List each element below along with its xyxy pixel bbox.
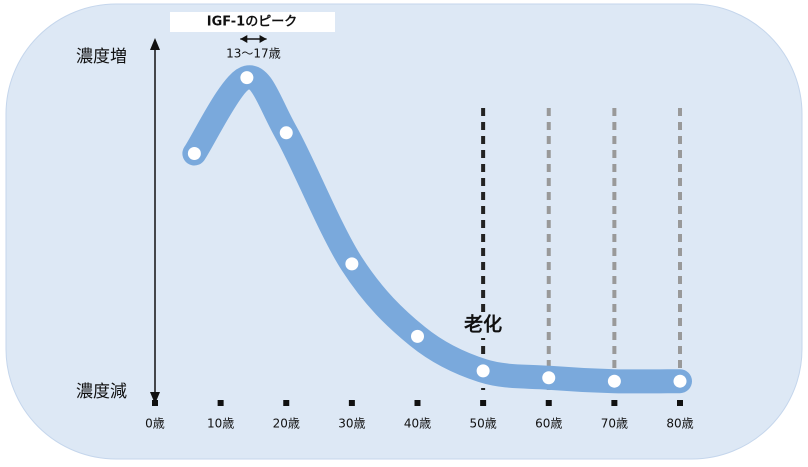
- x-tick: [283, 400, 290, 406]
- x-tick-label: 60歳: [535, 417, 562, 431]
- x-tick-label: 0歳: [145, 417, 165, 431]
- data-point: [240, 71, 254, 85]
- chart-title: IGF-1のピーク: [207, 15, 297, 30]
- x-tick: [152, 400, 158, 406]
- x-tick-label: 50歳: [469, 417, 496, 431]
- data-point: [607, 374, 621, 388]
- x-tick: [545, 400, 552, 406]
- x-tick-label: 30歳: [338, 417, 365, 431]
- data-point: [476, 364, 490, 378]
- line: [182, 65, 692, 394]
- title-box: [170, 12, 335, 32]
- x-tick: [217, 400, 224, 406]
- x-tick-label: 10歳: [207, 417, 234, 431]
- data-point: [411, 329, 424, 343]
- data-point: [187, 147, 201, 160]
- x-tick: [480, 400, 487, 406]
- annotation: 老化: [464, 313, 502, 336]
- peak-label: 13〜17歳: [226, 47, 281, 61]
- x-tick-label: 80歳: [666, 417, 693, 431]
- data-point: [279, 126, 293, 140]
- arrow-head: [150, 38, 160, 50]
- x-tick-label: 40歳: [404, 417, 431, 431]
- x-tick: [414, 400, 421, 406]
- y-top-label: 濃度増: [76, 47, 127, 67]
- annotation-bg: [459, 312, 508, 338]
- data-point: [542, 371, 556, 385]
- data-point: [673, 374, 687, 388]
- x-tick-label: 70歳: [601, 417, 628, 431]
- y-bottom-label: 濃度減: [76, 382, 127, 402]
- data-point: [345, 257, 359, 271]
- arrow-head: [240, 35, 248, 43]
- arrow-head: [150, 392, 160, 404]
- x-tick: [348, 400, 355, 406]
- arrow-head: [259, 35, 267, 43]
- x-tick: [611, 400, 618, 406]
- x-tick-label: 20歳: [273, 417, 300, 431]
- x-tick: [677, 400, 683, 406]
